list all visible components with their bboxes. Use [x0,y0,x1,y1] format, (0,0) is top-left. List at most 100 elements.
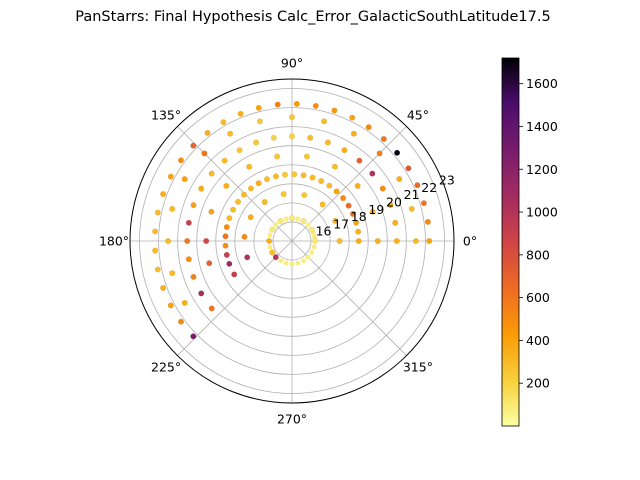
data-point [160,284,167,291]
data-point [165,237,172,244]
angular-gridline-225 [177,240,293,356]
data-point [289,133,296,140]
data-point [230,206,237,213]
data-point [336,237,343,244]
data-point [412,237,419,244]
data-point [241,233,248,240]
data-point [181,176,188,183]
data-point [244,254,251,261]
theta-tick-label: 225° [151,359,181,374]
data-point [301,191,308,198]
data-point [222,233,229,240]
data-point [331,107,338,114]
data-point [261,198,268,205]
data-point [356,157,363,164]
theta-tick-label: 45° [407,108,429,123]
colorbar-tick-label: 1000 [526,205,558,220]
data-point [305,254,311,260]
data-point [236,147,243,154]
data-point [309,174,316,181]
data-point [223,224,230,231]
data-point [283,260,289,266]
data-point [311,244,317,250]
data-point [307,134,314,141]
data-point [152,247,159,254]
data-point [405,165,412,172]
r-tick-label: 16 [316,224,332,239]
data-point [227,130,234,137]
data-point [282,171,289,178]
chart-title: PanStarrs: Final Hypothesis Calc_Error_G… [75,9,550,25]
data-point [208,305,215,312]
data-point [379,185,386,192]
data-point [289,215,296,222]
data-point [185,219,192,226]
data-point [204,129,211,136]
data-point [266,237,273,244]
data-point [289,261,295,267]
data-point [376,150,383,157]
data-point [349,210,356,217]
data-point [267,244,273,250]
data-point [396,176,403,183]
data-point [295,260,301,266]
theta-tick-label: 135° [151,108,181,123]
data-point [181,299,188,306]
data-point [184,237,191,244]
colorbar: 200 400 600 800 1000 1200 1400 1600 [501,57,558,427]
data-point [312,234,317,240]
data-point [255,180,262,187]
data-point [190,142,197,149]
data-point [408,205,415,212]
data-point [203,237,210,244]
data-point [167,173,174,180]
data-point [332,217,339,224]
data-point [354,182,361,189]
data-point [319,201,326,208]
data-point [177,318,184,325]
data-point [426,237,433,244]
data-point [274,101,281,108]
r-tick-label: 22 [421,180,437,195]
data-point [277,218,284,225]
data-point [295,216,301,222]
data-point [369,170,376,177]
data-point [365,124,372,131]
data-point [414,182,421,189]
theta-tick-label: 0° [463,234,477,249]
data-point [237,110,244,117]
data-point [305,222,311,228]
angular-gridline-45 [291,126,407,242]
r-tick-label: 21 [404,187,420,202]
data-point [190,202,197,209]
data-point [293,100,300,107]
colorbar-tick-label: 1200 [526,162,558,177]
data-point [255,104,262,111]
theta-tick-label: 270° [277,412,307,427]
data-point [247,214,254,221]
scatter-points [152,100,433,340]
data-point [355,228,362,235]
r-tick-label: 23 [439,173,455,188]
data-point [394,149,401,156]
data-point [208,208,215,215]
data-point [326,182,333,189]
colorbar-tick-label: 1400 [526,119,558,134]
theta-tick-label: 180° [99,234,129,249]
angular-gridline-135 [177,126,293,242]
data-point [353,219,360,226]
data-point [312,102,319,109]
theta-tick-label: 315° [403,359,433,374]
data-point [280,191,287,198]
data-point [283,216,289,222]
data-point [380,135,387,142]
colorbar-tick-label: 800 [526,247,550,262]
data-point [169,270,176,277]
data-point [308,226,315,233]
data-point [154,209,161,216]
data-point [291,171,298,178]
polar-tick-labels: 0° 45° 90° 135° 180° 225° 270° 315° 16 17 18 19 20 21… [99,56,477,427]
data-point [278,258,283,264]
data-point [311,237,318,244]
data-point [226,215,233,222]
